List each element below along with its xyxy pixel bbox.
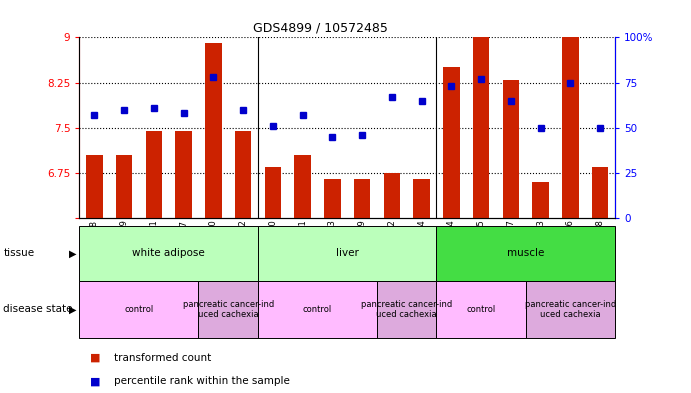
Bar	[86, 155, 102, 218]
Text: liver: liver	[336, 248, 359, 259]
Bar	[443, 68, 460, 218]
Bar	[265, 167, 281, 218]
Bar	[354, 179, 370, 218]
Text: white adipose: white adipose	[133, 248, 205, 259]
Text: tissue: tissue	[3, 248, 35, 259]
Bar	[235, 131, 252, 218]
Bar	[533, 182, 549, 218]
Bar	[146, 131, 162, 218]
Text: percentile rank within the sample: percentile rank within the sample	[114, 376, 290, 386]
Text: control: control	[303, 305, 332, 314]
Text: transformed count: transformed count	[114, 353, 211, 363]
Bar	[592, 167, 608, 218]
Bar	[413, 179, 430, 218]
Text: ■: ■	[90, 353, 100, 363]
Title: GDS4899 / 10572485: GDS4899 / 10572485	[253, 22, 388, 35]
Text: ■: ■	[90, 376, 100, 386]
Bar	[562, 37, 578, 218]
Bar	[176, 131, 192, 218]
Text: control: control	[124, 305, 153, 314]
Bar	[205, 43, 222, 218]
Bar	[294, 155, 311, 218]
Bar	[473, 37, 489, 218]
Bar	[502, 79, 519, 218]
Text: ▶: ▶	[69, 248, 76, 259]
Text: disease state: disease state	[3, 305, 73, 314]
Bar	[324, 179, 341, 218]
Text: control: control	[466, 305, 495, 314]
Text: muscle: muscle	[507, 248, 545, 259]
Text: pancreatic cancer-ind
uced cachexia: pancreatic cancer-ind uced cachexia	[182, 300, 274, 319]
Bar	[384, 173, 400, 218]
Text: pancreatic cancer-ind
uced cachexia: pancreatic cancer-ind uced cachexia	[524, 300, 616, 319]
Bar	[116, 155, 132, 218]
Text: pancreatic cancer-ind
uced cachexia: pancreatic cancer-ind uced cachexia	[361, 300, 453, 319]
Text: ▶: ▶	[69, 305, 76, 314]
